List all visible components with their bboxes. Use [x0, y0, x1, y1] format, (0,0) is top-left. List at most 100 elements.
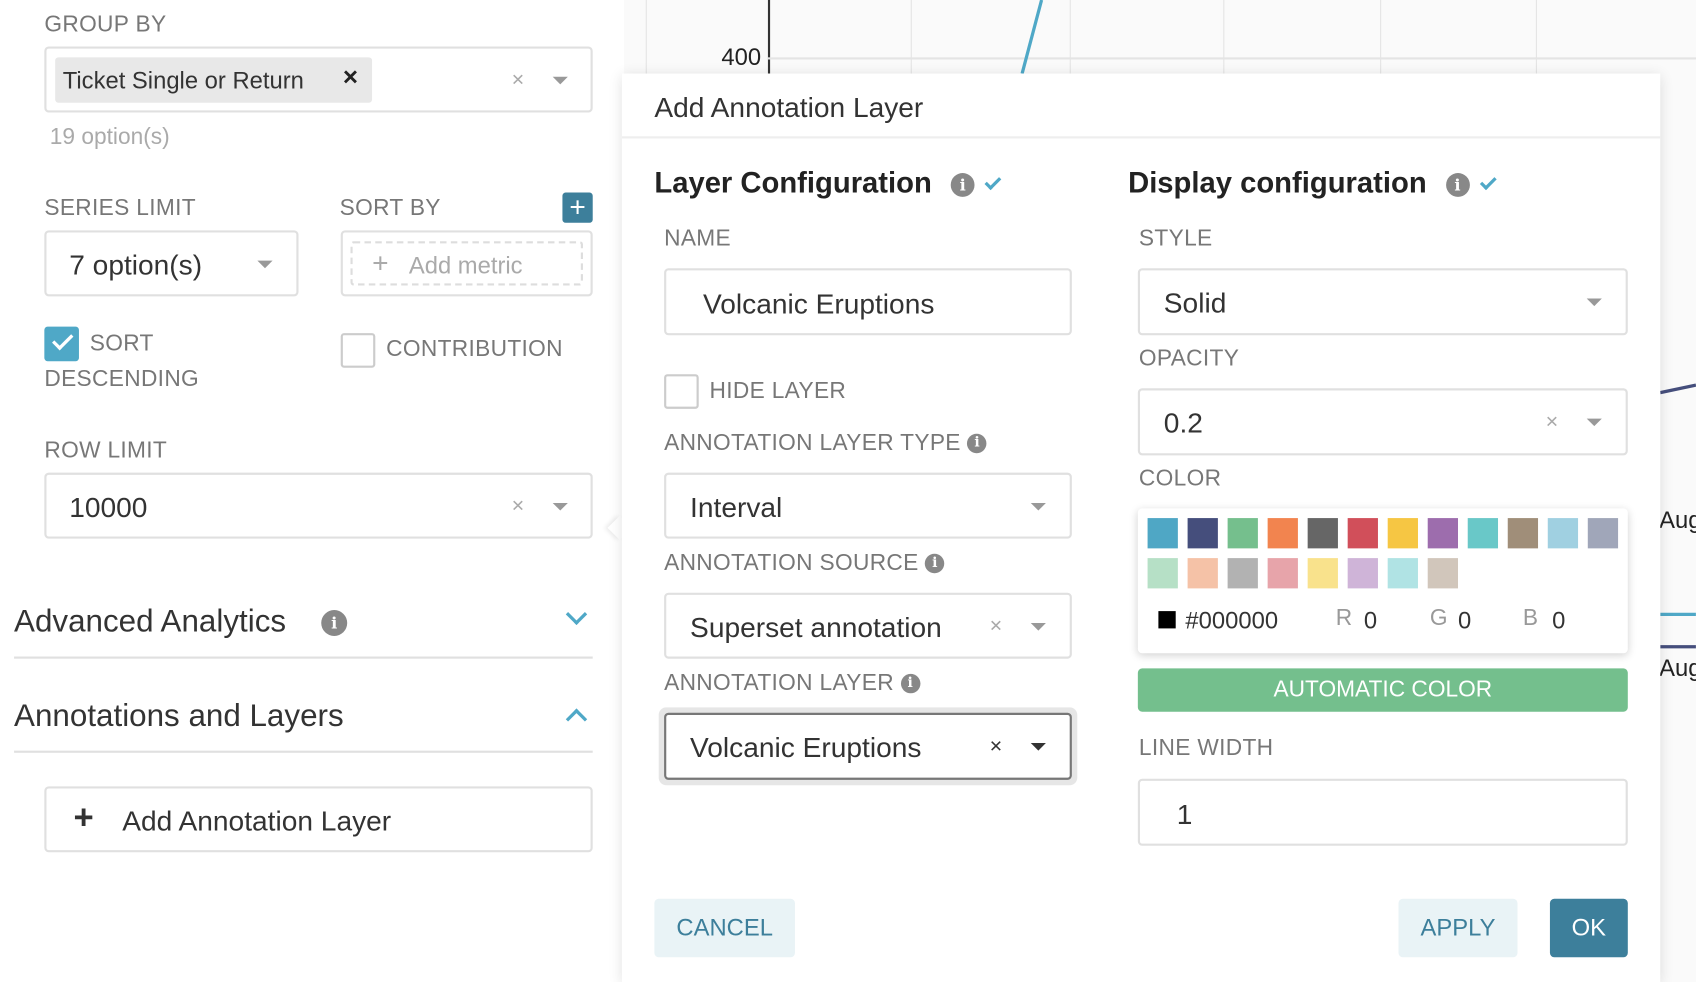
chevron-down-icon — [1586, 298, 1602, 307]
section-annotations-and-layers[interactable]: Annotations and Layers — [14, 694, 593, 753]
x-tick-label: Aug — [1659, 506, 1696, 534]
color-swatch[interactable] — [1227, 518, 1258, 549]
chevron-down-icon[interactable] — [552, 76, 568, 85]
series-line — [1659, 383, 1696, 395]
hide-layer-label: HIDE LAYER — [709, 378, 847, 404]
y-tick-label: 400 — [721, 43, 762, 71]
color-swatch[interactable] — [1347, 558, 1378, 589]
section-advanced-analytics[interactable]: Advanced Analytics i — [14, 600, 593, 659]
add-annotation-layer-button[interactable]: + Add Annotation Layer — [44, 786, 593, 853]
annotation-layer-select[interactable]: Volcanic Eruptions × — [664, 712, 1072, 780]
color-swatch[interactable] — [1147, 558, 1178, 589]
opacity-select[interactable]: 0.2 × — [1137, 388, 1628, 456]
b-input[interactable]: 0 — [1552, 606, 1566, 634]
row-limit-value: 10000 — [69, 491, 148, 524]
cancel-button[interactable]: CANCEL — [654, 898, 795, 958]
popover-title: Add Annotation Layer — [654, 90, 924, 124]
opacity-value: 0.2 — [1163, 406, 1203, 440]
group-by-select[interactable]: Ticket Single or Return × × — [44, 46, 593, 113]
info-icon: i — [925, 554, 945, 574]
sort-descending-label: SORT — [89, 330, 154, 356]
chevron-down-icon — [1030, 743, 1046, 751]
group-by-tag: Ticket Single or Return × — [55, 57, 373, 103]
clear-icon[interactable]: × — [1545, 409, 1559, 434]
ok-label: OK — [1571, 913, 1607, 941]
tag-label: Ticket Single or Return — [62, 67, 304, 95]
hide-layer-checkbox[interactable] — [664, 374, 699, 409]
color-swatch[interactable] — [1507, 518, 1539, 549]
sort-by-field[interactable]: + Add metric — [340, 230, 593, 297]
type-value: Interval — [690, 491, 783, 524]
chevron-down-icon[interactable] — [552, 502, 568, 511]
ok-button[interactable]: OK — [1549, 898, 1628, 958]
plus-icon: + — [73, 797, 94, 837]
line-width-value: 1 — [1176, 798, 1193, 831]
color-swatch[interactable] — [1147, 518, 1178, 549]
hex-input[interactable]: #000000 — [1185, 606, 1279, 634]
g-input[interactable]: 0 — [1457, 606, 1472, 634]
color-swatch[interactable] — [1267, 518, 1298, 549]
info-icon: i — [950, 172, 975, 197]
b-label: B — [1522, 605, 1539, 631]
clear-icon[interactable]: × — [989, 614, 1003, 639]
options-count: 19 option(s) — [49, 124, 170, 150]
sort-descending-checkbox[interactable] — [44, 326, 79, 362]
color-swatch[interactable] — [1307, 518, 1338, 549]
chevron-down-icon — [1030, 623, 1046, 631]
automatic-color-button[interactable]: AUTOMATIC COLOR — [1137, 668, 1628, 712]
clear-icon[interactable]: × — [511, 494, 525, 519]
color-swatch[interactable] — [1187, 558, 1218, 589]
name-input[interactable]: Volcanic Eruptions — [664, 268, 1072, 336]
info-icon: i — [900, 674, 921, 694]
color-swatch[interactable] — [1307, 558, 1338, 589]
row-limit-select[interactable]: 10000 × — [44, 472, 593, 539]
plus-icon: + — [372, 246, 389, 280]
contribution-checkbox[interactable] — [340, 333, 376, 368]
apply-button[interactable]: APPLY — [1398, 898, 1518, 958]
series-limit-select[interactable]: 7 option(s) — [44, 230, 299, 297]
annotation-source-select[interactable]: Superset annotation × — [664, 592, 1072, 659]
tag-remove-icon[interactable]: × — [342, 62, 359, 92]
sort-descending-label-2: DESCENDING — [44, 366, 200, 392]
section-title: Annotations and Layers — [14, 698, 344, 734]
cancel-label: CANCEL — [676, 913, 773, 941]
r-input[interactable]: 0 — [1363, 606, 1378, 634]
add-annotation-label: Add Annotation Layer — [122, 804, 392, 838]
section-title: Advanced Analytics — [14, 604, 287, 640]
annotation-layer-type-label: ANNOTATION LAYER TYPE i — [664, 430, 987, 456]
color-swatch[interactable] — [1427, 518, 1458, 549]
name-label: NAME — [664, 226, 732, 251]
style-value: Solid — [1163, 286, 1227, 320]
line-width-label: LINE WIDTH — [1138, 735, 1274, 761]
chevron-down-icon[interactable] — [565, 603, 588, 626]
color-swatch[interactable] — [1547, 518, 1579, 549]
annotation-layer-type-select[interactable]: Interval — [664, 472, 1072, 539]
clear-icon[interactable]: × — [989, 734, 1003, 759]
annotation-layer-popover: Add Annotation Layer Layer Configuration… — [621, 73, 1661, 982]
annotation-source-label: ANNOTATION SOURCE i — [664, 551, 945, 577]
group-by-label: GROUP BY — [44, 11, 167, 37]
color-picker: #000000 R 0 G 0 B 0 — [1137, 508, 1628, 654]
contribution-label: CONTRIBUTION — [386, 336, 563, 362]
color-swatch[interactable] — [1347, 518, 1378, 549]
color-swatch[interactable] — [1187, 518, 1218, 549]
source-value: Superset annotation — [690, 611, 942, 644]
line-width-input[interactable]: 1 — [1137, 778, 1628, 846]
color-swatch[interactable] — [1427, 558, 1458, 589]
color-swatch[interactable] — [1467, 518, 1499, 549]
annotation-layer-label: ANNOTATION LAYER i — [664, 671, 921, 697]
color-swatch[interactable] — [1267, 558, 1298, 589]
add-metric-placeholder: Add metric — [408, 252, 523, 280]
style-select[interactable]: Solid — [1137, 268, 1628, 336]
automatic-color-label: AUTOMATIC COLOR — [1273, 677, 1493, 702]
layer-value: Volcanic Eruptions — [690, 731, 922, 764]
check-icon — [984, 173, 1002, 190]
row-limit-label: ROW LIMIT — [44, 438, 168, 463]
add-sort-button[interactable]: + — [562, 192, 593, 223]
chevron-up-icon[interactable] — [565, 708, 588, 730]
color-swatch[interactable] — [1227, 558, 1258, 589]
color-swatch[interactable] — [1387, 518, 1418, 549]
color-swatch[interactable] — [1387, 558, 1418, 589]
color-swatch[interactable] — [1587, 518, 1619, 549]
clear-icon[interactable]: × — [511, 68, 525, 92]
